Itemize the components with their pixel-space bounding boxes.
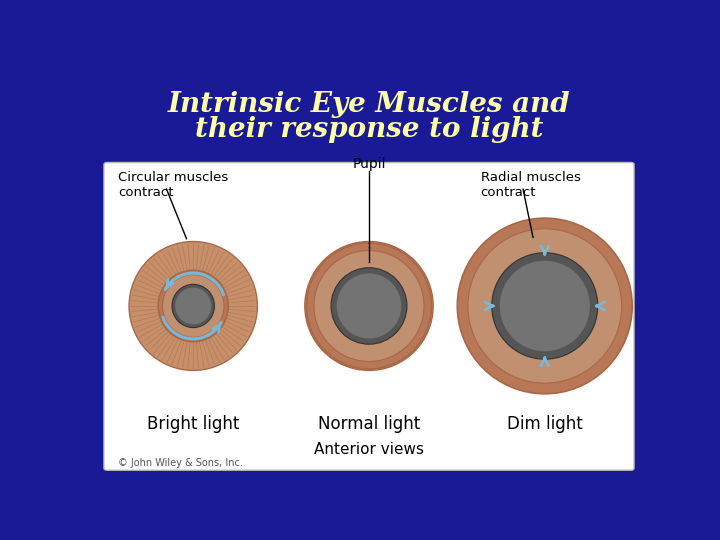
Ellipse shape [172, 285, 215, 328]
Text: Intrinsic Eye Muscles and: Intrinsic Eye Muscles and [168, 91, 570, 118]
Ellipse shape [314, 251, 424, 361]
Ellipse shape [468, 229, 621, 383]
Text: Radial muscles
contract: Radial muscles contract [481, 171, 580, 199]
Ellipse shape [480, 241, 609, 370]
Ellipse shape [331, 268, 407, 344]
Text: © John Wiley & Sons, Inc.: © John Wiley & Sons, Inc. [118, 458, 243, 468]
Ellipse shape [500, 261, 590, 351]
Ellipse shape [175, 288, 211, 325]
Text: their response to light: their response to light [194, 116, 544, 143]
FancyBboxPatch shape [104, 163, 634, 470]
Ellipse shape [492, 253, 598, 359]
Text: Normal light: Normal light [318, 415, 420, 434]
Ellipse shape [163, 275, 224, 338]
Ellipse shape [337, 273, 401, 339]
Ellipse shape [158, 271, 228, 342]
Ellipse shape [307, 243, 431, 369]
Ellipse shape [305, 241, 433, 370]
Text: Pupil: Pupil [352, 157, 386, 171]
Text: Bright light: Bright light [147, 415, 240, 434]
Ellipse shape [457, 218, 632, 394]
Text: Dim light: Dim light [507, 415, 582, 434]
Text: Circular muscles
contract: Circular muscles contract [118, 171, 228, 199]
Text: Anterior views: Anterior views [314, 442, 424, 457]
Ellipse shape [129, 241, 258, 370]
